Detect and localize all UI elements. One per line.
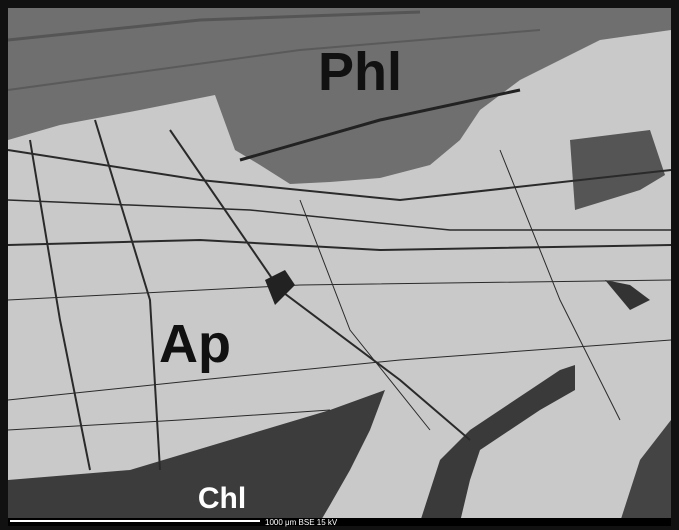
ap-label: Ap	[159, 314, 231, 374]
scale-bar	[10, 520, 260, 522]
micrograph: 1000 μm BSE 15 kV Phl Ap Chl	[0, 0, 679, 530]
phl-label: Phl	[318, 42, 402, 102]
chl-label: Chl	[198, 482, 246, 515]
scale-bar-text: 1000 μm BSE 15 kV	[265, 518, 338, 527]
